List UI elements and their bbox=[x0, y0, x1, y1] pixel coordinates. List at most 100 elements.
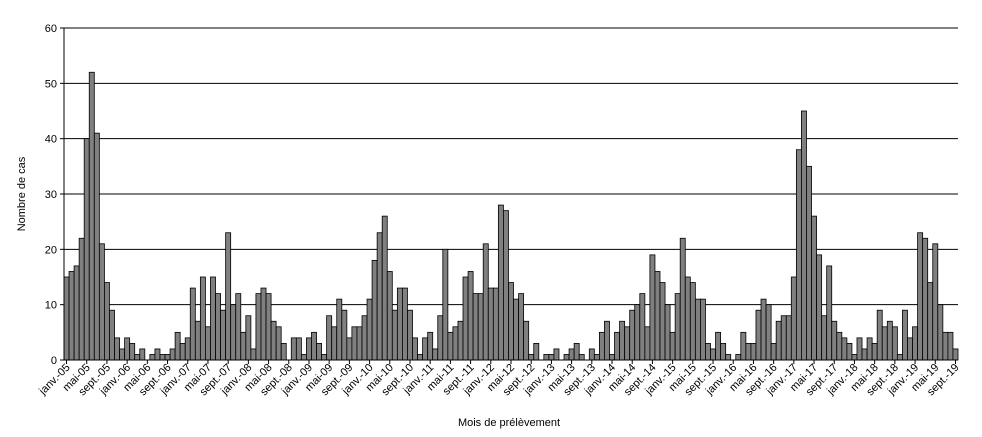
x-tick-labels: janv.-05mai-05sept.-05janv.-06mai-06sept… bbox=[36, 362, 961, 399]
bar bbox=[295, 337, 302, 361]
bar bbox=[876, 309, 883, 361]
bar bbox=[240, 331, 247, 361]
bar bbox=[780, 315, 787, 361]
bar bbox=[841, 337, 848, 361]
bar bbox=[189, 287, 196, 361]
bar bbox=[154, 348, 161, 361]
bar bbox=[462, 276, 469, 361]
bar bbox=[689, 282, 696, 361]
bar bbox=[624, 326, 631, 361]
bar bbox=[816, 254, 823, 361]
bar bbox=[235, 293, 242, 361]
bar bbox=[114, 337, 120, 361]
bar bbox=[785, 315, 792, 361]
bar bbox=[725, 354, 732, 361]
bar bbox=[750, 342, 757, 361]
bar bbox=[472, 293, 479, 361]
bar bbox=[856, 337, 863, 361]
bar bbox=[801, 110, 807, 361]
bar bbox=[376, 232, 383, 361]
bar bbox=[366, 298, 373, 361]
bar bbox=[63, 276, 70, 361]
bar bbox=[427, 331, 434, 361]
bar bbox=[124, 337, 131, 361]
bar bbox=[381, 215, 388, 361]
bar bbox=[134, 354, 141, 361]
bar bbox=[351, 326, 358, 361]
bar bbox=[432, 348, 439, 361]
y-tick-label: 0 bbox=[51, 355, 57, 367]
bar bbox=[720, 342, 727, 361]
bar bbox=[790, 276, 797, 361]
bar bbox=[396, 287, 403, 361]
bar bbox=[361, 315, 368, 361]
bar bbox=[896, 354, 903, 361]
bar bbox=[78, 237, 85, 361]
bar bbox=[851, 354, 858, 361]
bar bbox=[109, 309, 115, 361]
bar bbox=[482, 243, 489, 361]
y-tick-label: 30 bbox=[45, 189, 57, 201]
bar bbox=[669, 331, 676, 361]
bar bbox=[477, 293, 484, 361]
bar bbox=[159, 354, 166, 361]
bar bbox=[437, 315, 444, 361]
bar bbox=[88, 71, 95, 361]
bar bbox=[341, 309, 348, 361]
bar bbox=[518, 293, 525, 361]
bar bbox=[715, 331, 722, 361]
bar bbox=[927, 282, 934, 361]
bar bbox=[129, 342, 136, 361]
bar bbox=[821, 315, 828, 361]
bar bbox=[634, 304, 641, 361]
bar bbox=[947, 331, 954, 361]
bar bbox=[917, 232, 924, 361]
bar bbox=[806, 165, 812, 361]
bar bbox=[300, 354, 307, 361]
bar bbox=[659, 282, 666, 361]
bar bbox=[316, 342, 322, 361]
bar bbox=[402, 287, 408, 361]
bar bbox=[755, 309, 762, 361]
bar bbox=[230, 304, 237, 361]
bar bbox=[811, 215, 817, 361]
bar bbox=[795, 149, 802, 361]
bar bbox=[194, 320, 201, 361]
bar bbox=[568, 348, 575, 361]
bar bbox=[412, 337, 418, 361]
y-tick-label: 60 bbox=[45, 23, 57, 35]
bar bbox=[492, 287, 499, 361]
bar bbox=[740, 331, 747, 361]
bar bbox=[664, 304, 671, 361]
bar bbox=[922, 237, 929, 361]
y-tick-label: 20 bbox=[45, 244, 57, 256]
bar bbox=[225, 232, 232, 361]
axes bbox=[60, 27, 958, 364]
bar bbox=[417, 354, 424, 361]
bar bbox=[710, 348, 716, 361]
bar bbox=[149, 354, 156, 361]
bar bbox=[619, 320, 626, 361]
bar bbox=[326, 315, 333, 361]
bar bbox=[508, 282, 514, 361]
bar bbox=[644, 326, 651, 361]
y-tick-label: 50 bbox=[45, 78, 57, 90]
bar bbox=[422, 337, 429, 361]
bar bbox=[891, 326, 898, 361]
bar bbox=[836, 331, 843, 361]
bar bbox=[331, 326, 338, 361]
bar bbox=[260, 287, 267, 361]
bar bbox=[831, 320, 838, 361]
bar bbox=[674, 293, 681, 361]
bar bbox=[765, 304, 772, 361]
gridlines bbox=[64, 27, 958, 306]
bar bbox=[391, 309, 398, 361]
bar bbox=[98, 243, 105, 361]
bar bbox=[578, 354, 585, 361]
bar bbox=[679, 237, 686, 361]
bar bbox=[119, 348, 126, 361]
bar bbox=[548, 354, 555, 361]
bar bbox=[694, 298, 701, 361]
bar bbox=[735, 354, 742, 361]
bar bbox=[184, 337, 191, 361]
